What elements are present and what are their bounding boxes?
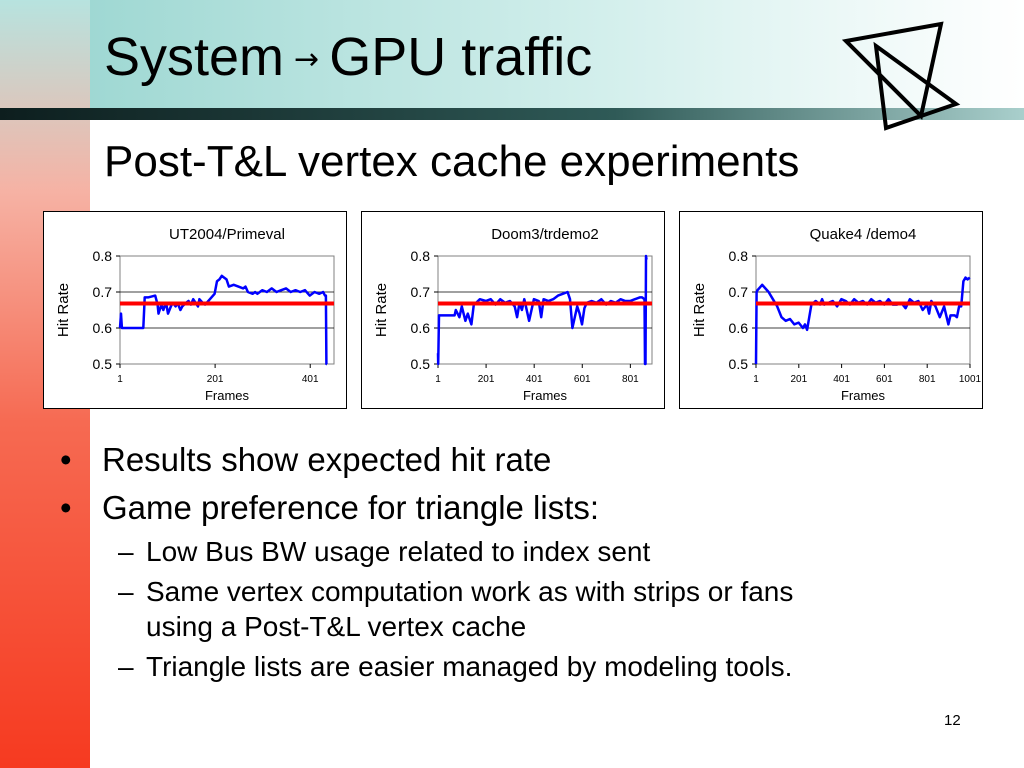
bullet-list: • Results show expected hit rate • Game pr… xyxy=(60,440,980,690)
x-axis-label: Frames xyxy=(523,388,568,403)
y-tick-label: 0.6 xyxy=(93,320,113,336)
chart-panel-ut2004: UT2004/Primeval 0.5 0.6 0.7 0.8 1 201 401 Frames… xyxy=(43,211,347,409)
chart-panel-doom3: Doom3/trdemo2 0.5 0.6 0.7 0.8 1 201 401 601 801 Fr… xyxy=(361,211,665,409)
y-tick-label: 0.5 xyxy=(93,356,113,372)
y-tick-label: 0.8 xyxy=(729,248,749,264)
bullet-dot-icon: • xyxy=(60,441,72,478)
bullet-text: Game preference for triangle lists: xyxy=(102,488,600,526)
y-tick-label: 0.8 xyxy=(411,248,431,264)
plot-area xyxy=(119,255,335,365)
sub-bullet-item: – Low Bus BW usage related to index sent xyxy=(60,535,980,569)
title-system: System xyxy=(104,27,285,87)
dash-icon: – xyxy=(118,536,134,568)
chart-quake4: Quake4 /demo4 0.5 0.6 0.7 0.8 1 201 401 601 801 10… xyxy=(691,226,982,403)
plot-area xyxy=(755,255,971,365)
x-tick-label: 601 xyxy=(876,374,893,385)
y-tick-label: 0.7 xyxy=(93,284,113,300)
sub-bullet-item: – Same vertex computation work as with st… xyxy=(60,575,980,643)
dash-icon: – xyxy=(118,576,134,608)
plot-area xyxy=(437,255,653,365)
x-tick-label: 801 xyxy=(622,374,639,385)
page-number: 12 xyxy=(944,712,961,729)
y-tick-label: 0.7 xyxy=(729,284,749,300)
y-tick-label: 0.8 xyxy=(93,248,113,264)
dash-icon: – xyxy=(118,650,134,682)
title-divider-bar xyxy=(0,108,1024,120)
chart-title: Doom3/trdemo2 xyxy=(491,226,599,243)
sub-bullet-text: Low Bus BW usage related to index sent xyxy=(146,536,651,568)
triangle-logo-icon xyxy=(841,21,961,131)
chart-doom3: Doom3/trdemo2 0.5 0.6 0.7 0.8 1 201 401 601 801 Fr… xyxy=(373,226,653,403)
y-axis-label: Hit Rate xyxy=(691,283,708,337)
x-tick-label: 201 xyxy=(790,374,807,385)
x-tick-label: 401 xyxy=(526,374,543,385)
x-tick-label: 601 xyxy=(574,374,591,385)
page-title: System → GPU traffic xyxy=(104,30,592,84)
bullet-item: • Results show expected hit rate xyxy=(60,440,980,480)
x-tick-label: 801 xyxy=(919,374,936,385)
y-tick-label: 0.5 xyxy=(729,356,749,372)
page-subtitle: Post-T&L vertex cache experiments xyxy=(104,137,800,186)
hit-rate-series-line xyxy=(436,254,648,366)
y-tick-label: 0.5 xyxy=(411,356,431,372)
chart-title: Quake4 /demo4 xyxy=(810,226,917,243)
bullet-text: Results show expected hit rate xyxy=(102,441,552,478)
x-tick-label: 1 xyxy=(117,374,123,385)
title-gpu-traffic: GPU traffic xyxy=(329,27,593,87)
x-tick-label: 201 xyxy=(207,374,224,385)
sub-bullet-text-continued: using a Post-T&L vertex cache xyxy=(146,610,527,642)
x-tick-label: 201 xyxy=(478,374,495,385)
x-tick-label: 1 xyxy=(753,374,759,385)
bullet-dot-icon: • xyxy=(60,488,72,526)
bullet-item: • Game preference for triangle lists: xyxy=(60,488,980,528)
sub-bullet-text: Triangle lists are easier managed by mod… xyxy=(146,650,793,682)
hit-rate-series-line xyxy=(118,274,328,366)
sub-bullet-item: – Triangle lists are easier managed by mo… xyxy=(60,650,980,684)
y-tick-label: 0.6 xyxy=(411,320,431,336)
x-tick-label: 1001 xyxy=(959,374,982,385)
chart-ut2004: UT2004/Primeval 0.5 0.6 0.7 0.8 1 201 401 Frames… xyxy=(55,226,335,403)
x-tick-label: 401 xyxy=(833,374,850,385)
x-tick-label: 1 xyxy=(435,374,441,385)
right-arrow-icon: → xyxy=(294,42,320,77)
y-tick-label: 0.7 xyxy=(411,284,431,300)
title-band xyxy=(90,0,1024,108)
y-axis-label: Hit Rate xyxy=(55,283,72,337)
y-axis-label: Hit Rate xyxy=(373,283,390,337)
x-axis-label: Frames xyxy=(841,388,886,403)
x-axis-label: Frames xyxy=(205,388,250,403)
chart-panel-quake4: Quake4 /demo4 0.5 0.6 0.7 0.8 1 201 401 601 801 10… xyxy=(679,211,983,409)
x-tick-label: 401 xyxy=(302,374,319,385)
chart-title: UT2004/Primeval xyxy=(169,226,285,243)
sub-bullet-text: Same vertex computation work as with str… xyxy=(146,576,794,608)
y-tick-label: 0.6 xyxy=(729,320,749,336)
